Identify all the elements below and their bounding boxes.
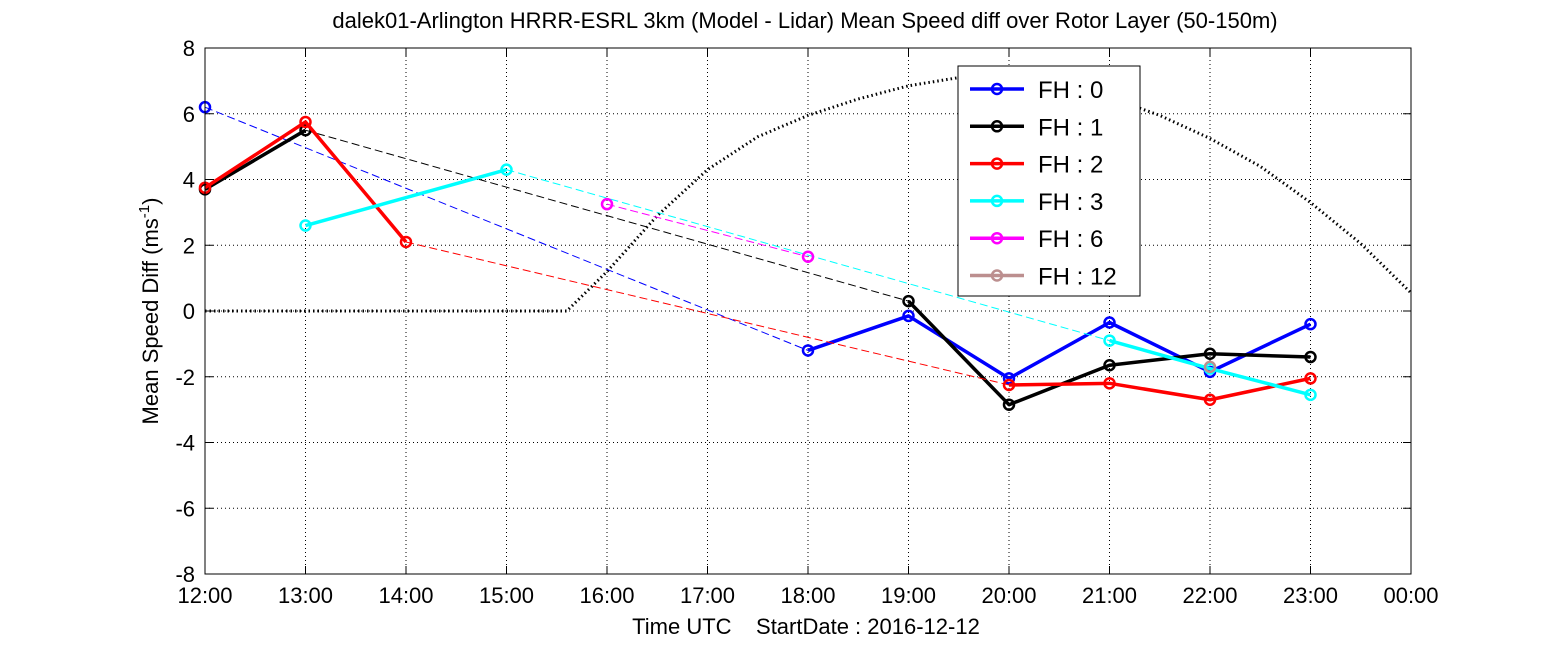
legend-swatch-marker <box>990 231 1004 245</box>
series-line <box>204 128 307 191</box>
series-point <box>801 250 815 264</box>
series-2 <box>198 115 1317 407</box>
x-tick-label: 19:00 <box>881 583 936 608</box>
legend-box <box>957 65 1141 297</box>
series-gap-line <box>606 203 809 258</box>
x-axis-label: Time UTC StartDate : 2016-12-12 <box>632 614 980 639</box>
legend-swatch-marker <box>990 157 1004 170</box>
series-point <box>299 115 312 129</box>
series-point <box>1304 372 1317 385</box>
legend-entry-label: FH : 3 <box>1038 189 1103 216</box>
x-tick-label: 16:00 <box>579 583 634 608</box>
series-line <box>204 120 408 244</box>
y-tick-label: -6 <box>175 496 195 521</box>
y-tick-label: -8 <box>175 562 195 587</box>
series-gap-line <box>305 129 909 302</box>
legend-swatch-marker <box>990 194 1004 208</box>
series-point <box>600 197 614 211</box>
series-gap-line <box>204 106 809 351</box>
x-tick-label: 13:00 <box>278 583 333 608</box>
x-tick-label: 22:00 <box>1182 583 1237 608</box>
x-tick-label: 14:00 <box>378 583 433 608</box>
series-point <box>500 163 513 176</box>
series-point <box>902 309 915 323</box>
x-tick-label: 15:00 <box>479 583 534 608</box>
chart-title: dalek01-Arlington HRRR-ESRL 3km (Model -… <box>332 8 1277 33</box>
y-tick-label: 2 <box>183 233 195 258</box>
series-gap-line <box>506 169 1110 342</box>
series-point <box>1304 388 1317 402</box>
y-axis-label-sup: -1 <box>136 205 153 218</box>
series-point <box>1203 393 1217 407</box>
series-1 <box>198 123 1317 411</box>
x-tick-label: 23:00 <box>1283 583 1338 608</box>
legend-swatch-marker <box>990 269 1004 282</box>
x-tick-label: 18:00 <box>780 583 835 608</box>
legend-swatch-marker <box>990 120 1004 133</box>
y-axis-label-main: Mean Speed Diff (ms <box>138 218 163 424</box>
series-line <box>305 167 507 228</box>
series-gap-line <box>405 241 1010 386</box>
legend-swatch-marker <box>990 82 1004 96</box>
legend-entry-label: FH : 6 <box>1038 226 1103 253</box>
series-point <box>1002 378 1016 392</box>
x-tick-label: 00:00 <box>1383 583 1438 608</box>
series-group <box>198 100 1317 411</box>
series-point <box>299 219 312 232</box>
series-point <box>1103 377 1116 390</box>
series-5 <box>1203 360 1217 374</box>
series-point <box>1203 360 1217 374</box>
series-line <box>1008 376 1311 402</box>
x-tick-label: 20:00 <box>981 583 1036 608</box>
ticks: 12:00 13:00 14:00 15:00 16:00 17:00 18:00 19:00… <box>175 36 1438 608</box>
y-tick-label: 8 <box>183 36 195 61</box>
series-line <box>1109 338 1311 397</box>
y-axis-label: Mean Speed Diff (ms-1) <box>136 198 163 425</box>
legend-entry-label: FH : 2 <box>1038 152 1103 179</box>
x-tick-label: 12:00 <box>177 583 232 608</box>
series-line <box>807 314 1312 381</box>
series-line <box>907 299 1311 407</box>
y-tick-label: -2 <box>175 365 195 390</box>
series-point <box>801 344 815 357</box>
legend-entry-label: FH : 0 <box>1038 77 1103 104</box>
series-point <box>902 294 915 308</box>
series-point <box>1304 317 1317 331</box>
series-point <box>1203 347 1217 360</box>
legend-entry-label: FH : 1 <box>1038 114 1103 141</box>
x-tick-label: 17:00 <box>680 583 735 608</box>
legend: FH : 0 FH : 1 FH : 2 FH : 3 FH : 6 FH : 12 <box>957 65 1141 297</box>
series-point <box>1103 358 1116 372</box>
series-point <box>1002 398 1016 411</box>
series-4 <box>600 197 815 264</box>
y-axis-label-end: ) <box>138 198 163 205</box>
y-tick-label: 4 <box>183 168 195 193</box>
series-point <box>399 235 413 249</box>
x-tick-label: 21:00 <box>1082 583 1137 608</box>
y-tick-label: 6 <box>183 102 195 127</box>
legend-entry-label: FH : 12 <box>1038 264 1117 291</box>
series-point <box>1304 350 1317 364</box>
y-tick-label: -4 <box>175 431 195 456</box>
y-tick-label: 0 <box>183 299 195 324</box>
series-point <box>1103 316 1116 329</box>
series-point <box>1103 334 1116 347</box>
